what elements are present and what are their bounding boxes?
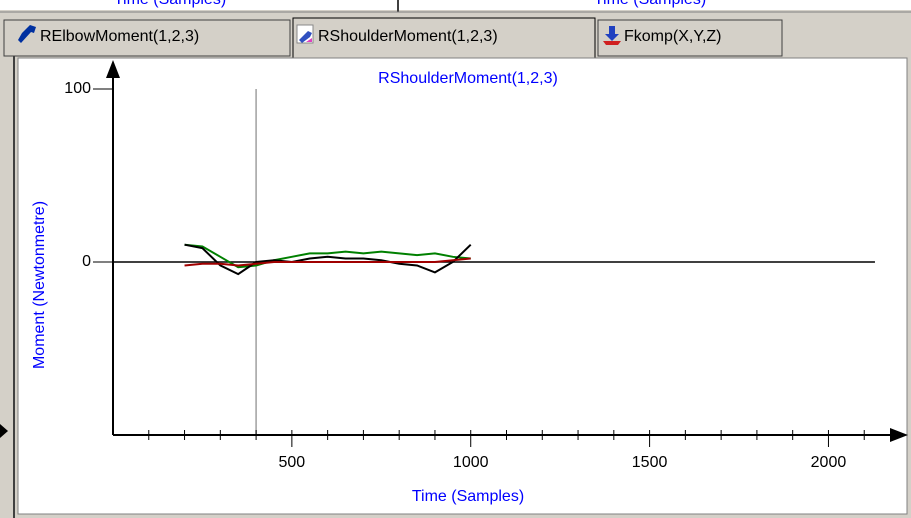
top-panels [0,0,911,10]
series-line [184,243,472,276]
x-tick-label: 500 [279,454,306,471]
top-label: Time (Samples) [114,0,226,8]
y-axis-label: Moment (Newtonmetre) [31,201,48,369]
tab-frame [597,19,783,57]
plot-panel [17,57,908,515]
x-tick-label: 1000 [453,454,489,471]
y-tick-label: 0 [82,253,91,270]
tab-label: RElbowMoment(1,2,3) [40,28,199,45]
left-arrow [0,424,8,438]
chart-title: RShoulderMoment(1,2,3) [378,70,558,87]
tab[interactable]: RElbowMoment(1,2,3) [3,19,291,57]
series-line [184,243,471,269]
x-tick-label: 2000 [811,454,847,471]
tab-icon [605,26,619,41]
tab[interactable]: RShoulderMoment(1,2,3) [292,17,596,59]
y-axis-arrow [106,60,120,78]
tab-icon [18,25,36,43]
x-axis-arrow [890,428,908,442]
series-line [184,257,471,267]
tab-icon [299,31,312,43]
tab-frame [292,17,596,59]
tab[interactable]: Fkomp(X,Y,Z) [597,19,783,57]
tab-icon [306,38,312,42]
x-axis-label: Time (Samples) [412,488,524,505]
y-tick-label: 100 [64,80,91,97]
tab-icon [603,41,621,45]
top-label: Time (Samples) [594,0,706,8]
tab-label: RShoulderMoment(1,2,3) [318,28,498,45]
tab-frame [3,19,291,57]
tab-label: Fkomp(X,Y,Z) [624,28,722,45]
x-tick-label: 1500 [632,454,668,471]
